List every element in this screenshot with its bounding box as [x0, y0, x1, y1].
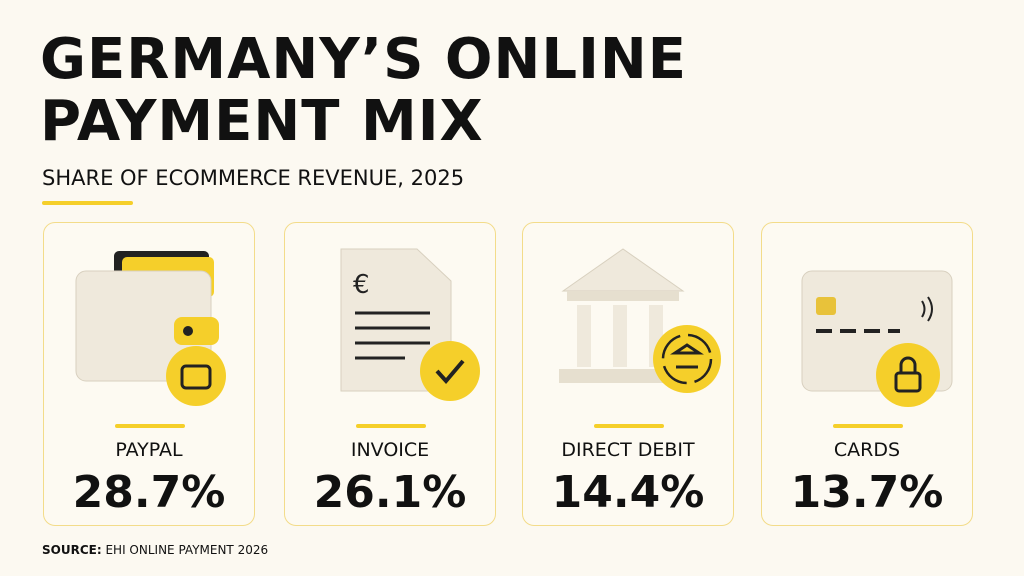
card: € INVOICE 26.1% [284, 222, 496, 526]
card-value: 28.7% [72, 467, 226, 518]
bank-icon [559, 248, 721, 393]
card: CARDS 13.7% [761, 222, 973, 526]
accent-line [356, 424, 426, 428]
card-label: CARDS [833, 439, 901, 461]
card: DIRECT DEBIT 14.4% [522, 222, 734, 526]
card-value: 13.7% [790, 467, 944, 518]
title-line: GERMANY’S ONLINE [40, 27, 688, 92]
card-icon [801, 270, 953, 407]
card-label: DIRECT DEBIT [561, 439, 695, 461]
accent-line [115, 424, 185, 428]
card-value: 14.4% [551, 467, 705, 518]
svg-text:€: € [353, 270, 370, 300]
subtitle: SHARE OF ECOMMERCE REVENUE, 2025 [42, 166, 465, 190]
source: SOURCE: EHI ONLINE PAYMENT 2026 [42, 543, 268, 557]
invoice-icon: € [340, 248, 480, 401]
source-prefix: SOURCE: [42, 543, 102, 557]
accent-line [42, 201, 133, 205]
card: PAYPAL 28.7% [43, 222, 255, 526]
title-line: PAYMENT MIX [40, 89, 484, 154]
card-value: 26.1% [313, 467, 467, 518]
accent-line [833, 424, 903, 428]
source-text: EHI ONLINE PAYMENT 2026 [105, 543, 269, 557]
accent-line [594, 424, 664, 428]
card-label: INVOICE [350, 439, 430, 461]
card-label: PAYPAL [115, 439, 183, 461]
wallet-icon [75, 251, 226, 406]
